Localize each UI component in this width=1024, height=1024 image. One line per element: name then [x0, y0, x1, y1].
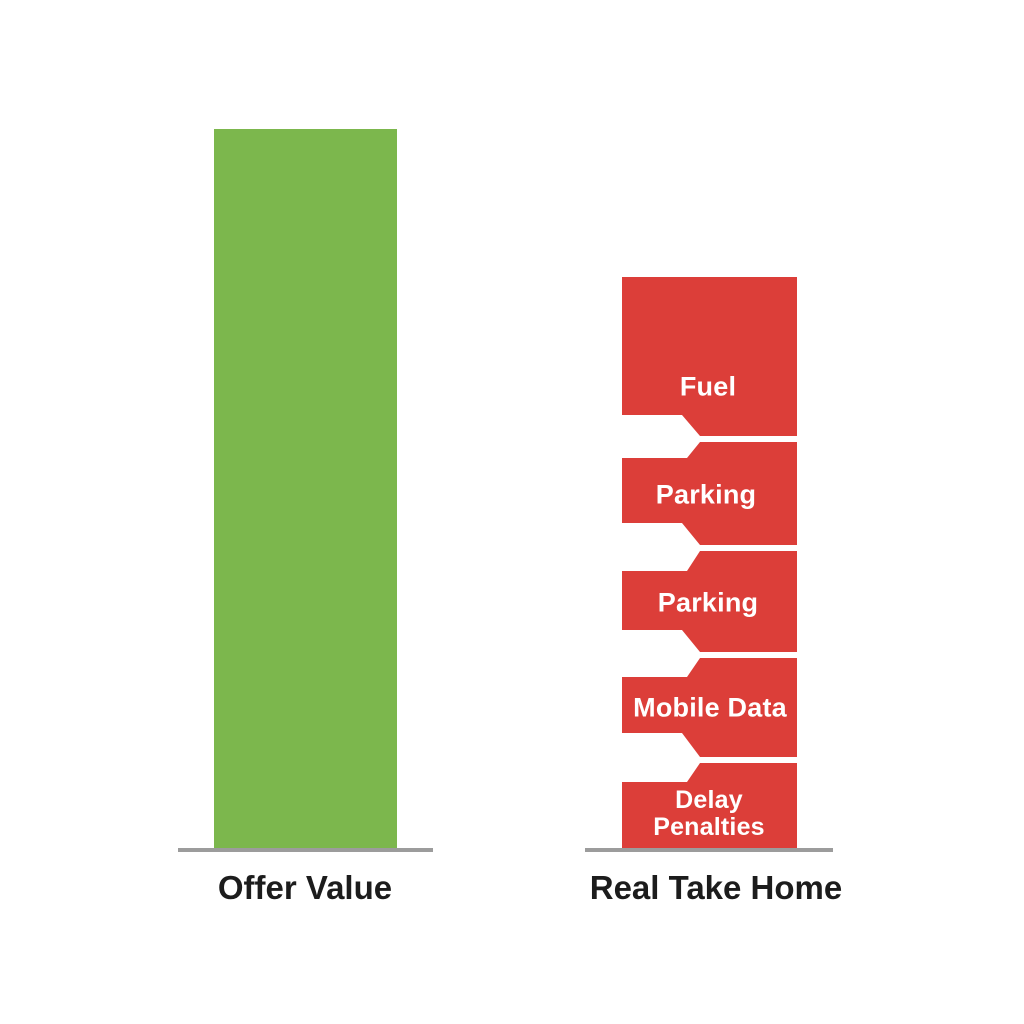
real-bar-segment-parking-2 — [622, 551, 797, 652]
category-label-real-take-home: Real Take Home — [589, 869, 843, 906]
offer-value-bar — [214, 129, 397, 848]
real-bar-segment-fuel — [622, 277, 797, 436]
offer-baseline — [178, 848, 433, 852]
segment-label-delay-penalties: Delay Penalties — [653, 786, 765, 841]
segment-label-mobile-data: Mobile Data — [633, 692, 787, 723]
real-bar-segment-mobile-data — [622, 658, 797, 757]
segment-label-parking-1: Parking — [655, 479, 757, 510]
real-bar-segment-delay-penalties — [622, 763, 797, 848]
segment-label-parking-2: Parking — [657, 587, 759, 618]
segment-label-fuel: Fuel — [679, 371, 737, 402]
real-baseline — [585, 848, 833, 852]
category-label-offer-value: Offer Value — [217, 869, 393, 906]
real-bar-segment-parking-1 — [622, 442, 797, 545]
